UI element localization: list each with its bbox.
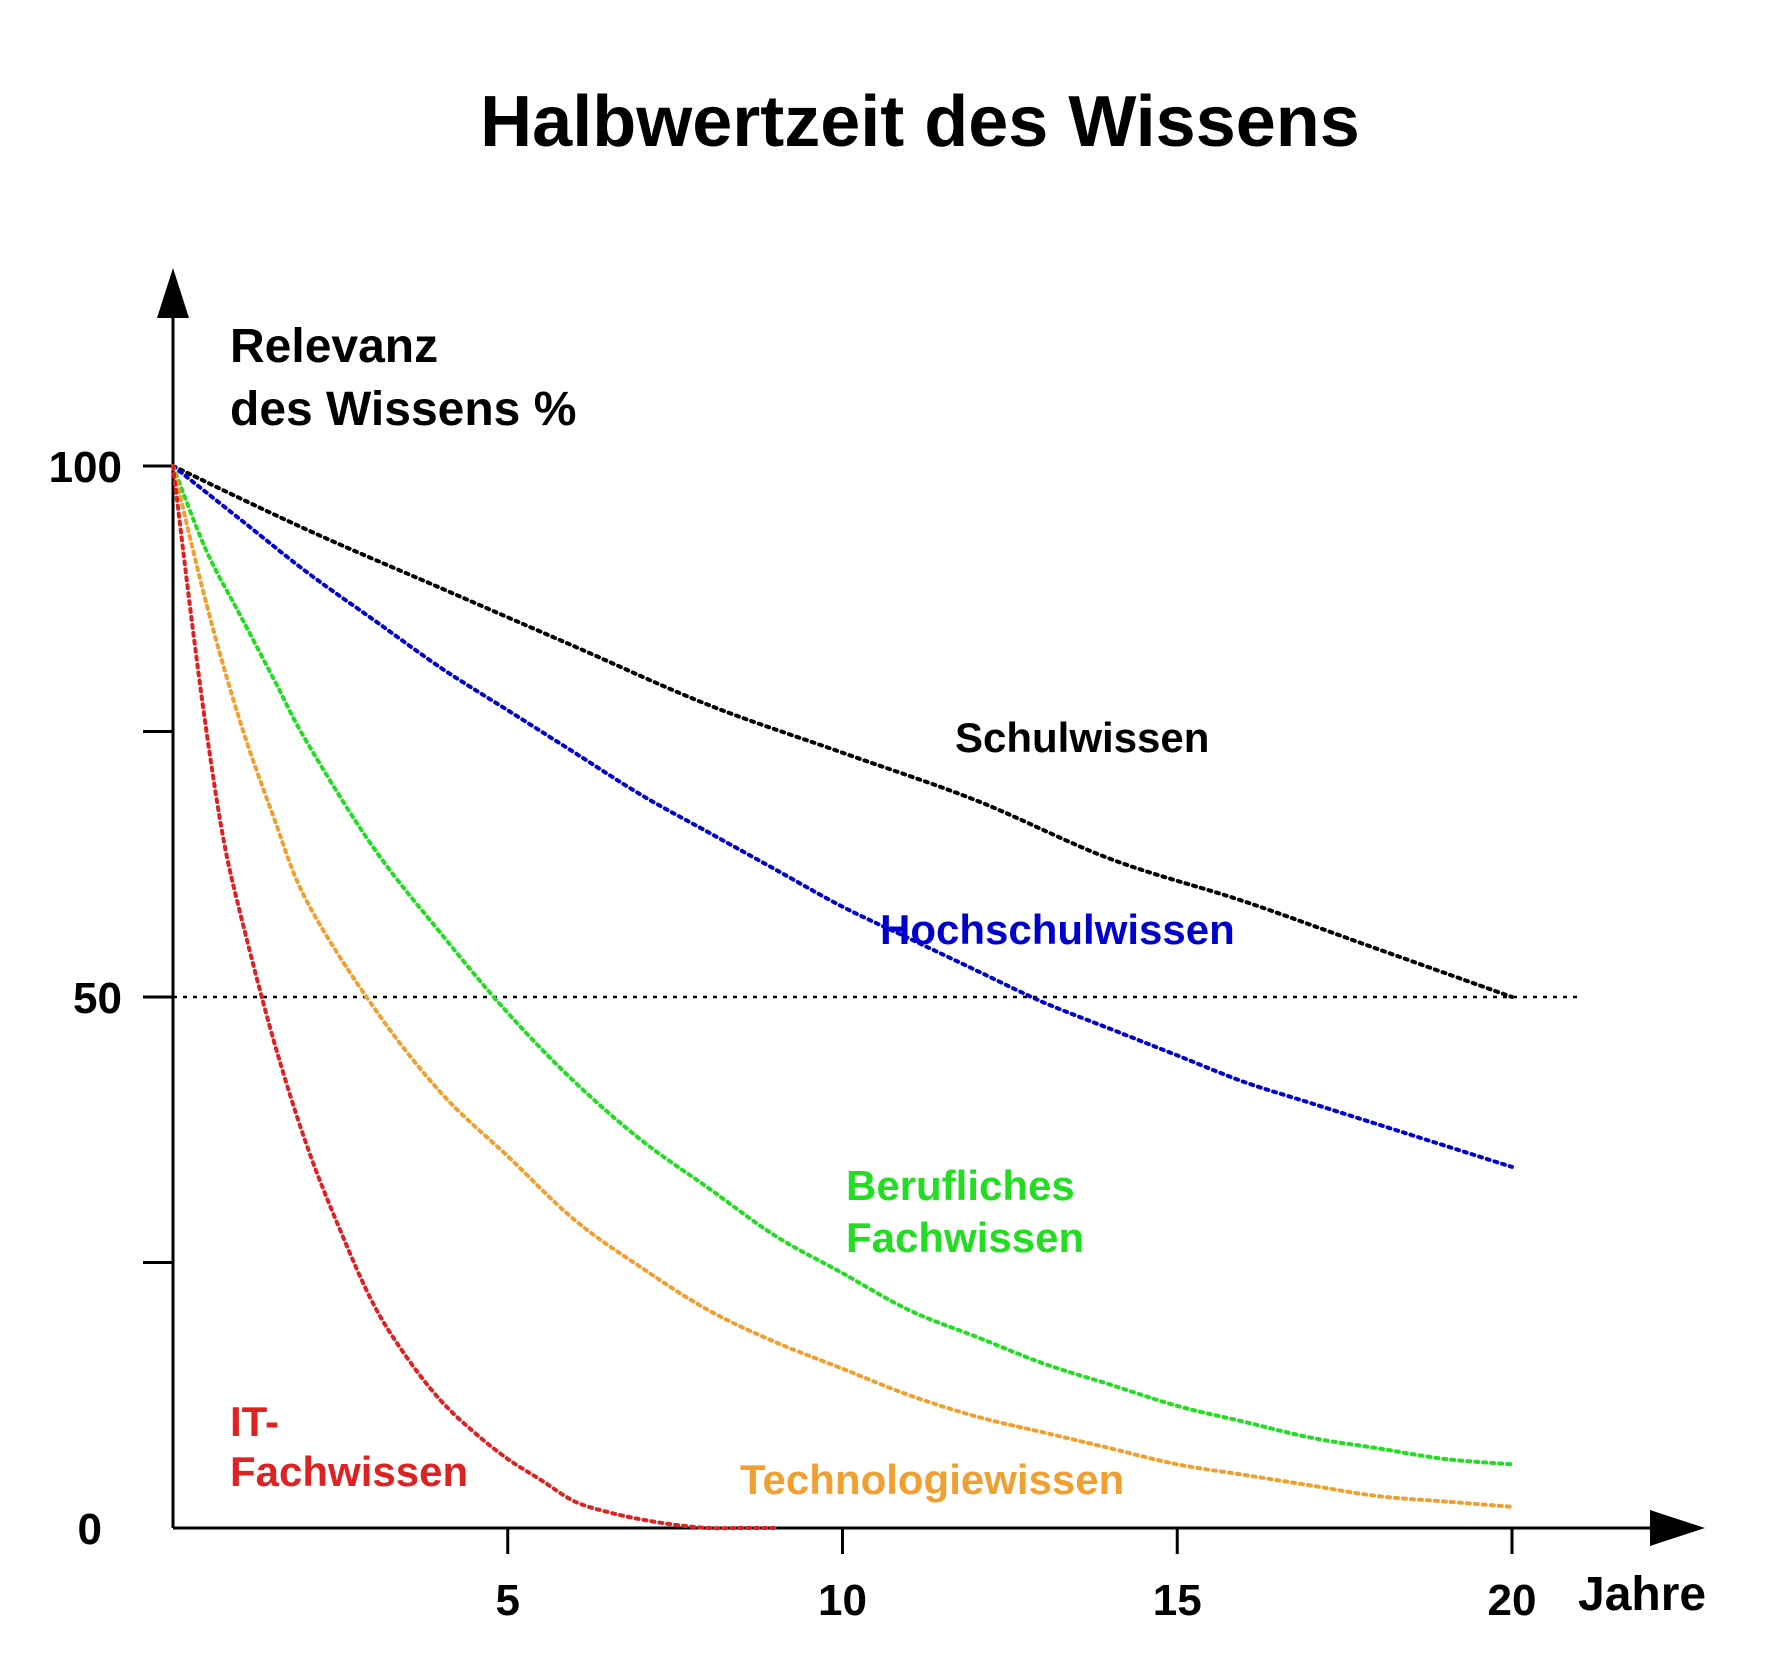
series-label-technologiewissen: Technologiewissen (740, 1456, 1124, 1503)
series-line-technologiewissen (171, 464, 1514, 1509)
x-tick-label: 15 (1153, 1576, 1202, 1625)
series-line-schulwissen (171, 464, 1514, 999)
x-tick-label: 10 (818, 1576, 867, 1625)
y-tick-label: 100 (49, 443, 122, 492)
y-tick-label: 0 (78, 1505, 102, 1554)
x-tick-label: 20 (1488, 1576, 1537, 1625)
series-line-berufliches-fachwissen (171, 464, 1514, 1467)
series-label-hochschulwissen: Hochschulwissen (880, 906, 1235, 953)
x-axis-arrowhead (1650, 1510, 1705, 1546)
series-label-berufliches-fachwissen: Fachwissen (846, 1214, 1084, 1261)
y-axis-label-line-2: des Wissens % (230, 383, 576, 436)
y-tick-label: 50 (73, 974, 122, 1023)
series-line-it-fachwissen (171, 464, 778, 1531)
x-axis-label: Jahre (1578, 1568, 1706, 1621)
y-axis-arrowhead (157, 268, 189, 318)
series-label-it-fachwissen: IT- (230, 1398, 279, 1445)
y-axis-label-line-1: Relevanz (230, 320, 438, 373)
series-label-berufliches-fachwissen: Berufliches (846, 1162, 1075, 1209)
chart-title: Halbwertzeit des Wissens (480, 82, 1360, 162)
x-tick-label: 5 (496, 1576, 520, 1625)
series-line-hochschulwissen (171, 464, 1514, 1169)
series-label-it-fachwissen: Fachwissen (230, 1448, 468, 1495)
series-label-schulwissen: Schulwissen (955, 714, 1209, 761)
